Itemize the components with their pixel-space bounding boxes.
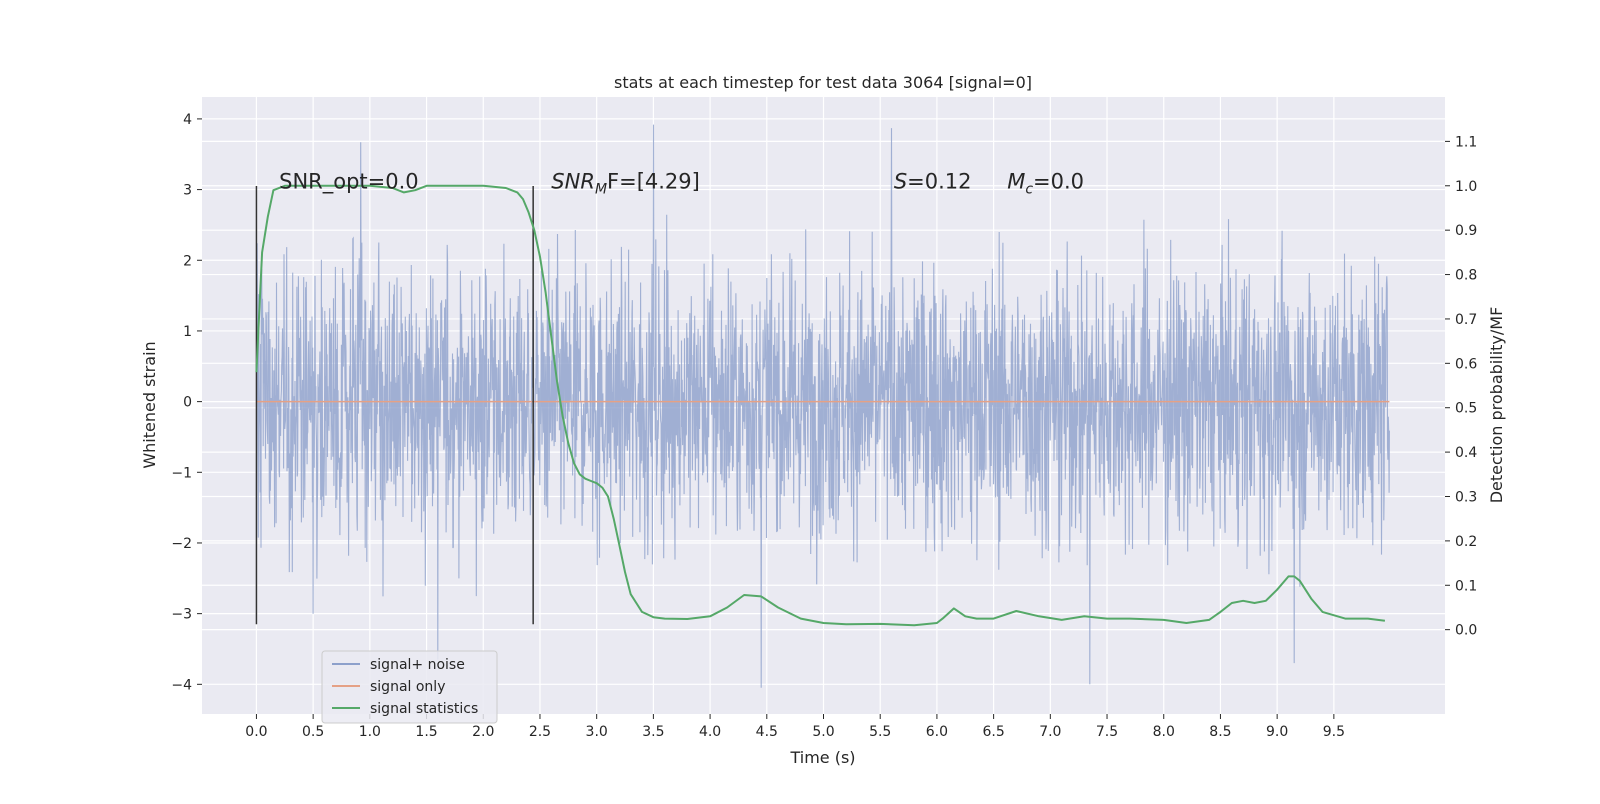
- x-tick-label-2: 1.0: [359, 724, 381, 740]
- y-tick-label-4: 0: [183, 395, 192, 411]
- x-tick-label-15: 7.5: [1096, 724, 1118, 740]
- x-tick-label-8: 4.0: [699, 724, 721, 740]
- series-signal-statistics: [255, 184, 1386, 627]
- x-tick-label-16: 8.0: [1153, 724, 1175, 740]
- legend-label-signal-noise: signal+ noise: [370, 657, 465, 673]
- y-right-tick-label-5: 0.6: [1455, 356, 1477, 372]
- y-right-tick-label-1: 1.0: [1455, 179, 1477, 195]
- x-tick-label-9: 4.5: [756, 724, 778, 740]
- y-right-tick-label-8: 0.3: [1455, 489, 1477, 505]
- x-tick-label-17: 8.5: [1209, 724, 1231, 740]
- y-right-tick-label-9: 0.2: [1455, 534, 1477, 550]
- y-right-tick-label-0: 1.1: [1455, 134, 1477, 150]
- x-tick-label-19: 9.5: [1323, 724, 1345, 740]
- y-tick-label-1: 3: [183, 183, 192, 199]
- x-tick-label-11: 5.5: [869, 724, 891, 740]
- y-tick-label-5: −1: [171, 465, 192, 481]
- x-tick-label-3: 1.5: [415, 724, 437, 740]
- y-right-axis-label: Detection probability/MF: [1487, 307, 1506, 504]
- y-right-tick-label-3: 0.8: [1455, 268, 1477, 284]
- legend-label-signal-statistics: signal statistics: [370, 701, 478, 717]
- y-tick-label-2: 2: [183, 253, 192, 269]
- y-right-tick-label-6: 0.5: [1455, 401, 1477, 417]
- series-signal-noise: [255, 124, 1390, 688]
- signal-statistics-line: [255, 184, 1386, 627]
- x-tick-label-13: 6.5: [982, 724, 1004, 740]
- annotation-1: SNRMF=[4.29]: [551, 170, 700, 198]
- y-right-axis-ticks: 1.1 1.0 0.9 0.8 0.7 0.6 0.5 0.4 0.3 0.2 0.1 0.0: [1445, 134, 1477, 639]
- annotation-2: S=0.12: [894, 170, 972, 194]
- annotation-0: SNR_opt=0.0: [279, 170, 419, 195]
- annotation-3: Mc=0.0: [1007, 170, 1084, 198]
- y-tick-label-8: −4: [171, 677, 192, 693]
- legend: signal+ noise signal only signal statist…: [321, 650, 498, 724]
- marker-lines: [255, 186, 534, 625]
- y-right-tick-label-11: 0.0: [1455, 623, 1477, 639]
- legend-label-signal-only: signal only: [370, 679, 445, 695]
- y-axis-ticks: 4 3 2 1 0 −1 −2 −3 −4: [171, 112, 202, 693]
- y-right-tick-label-4: 0.7: [1455, 312, 1477, 328]
- x-tick-label-12: 6.0: [926, 724, 948, 740]
- x-tick-label-5: 2.5: [529, 724, 551, 740]
- y-axis-label: Whitened strain: [140, 341, 159, 468]
- y-right-tick-label-7: 0.4: [1455, 445, 1477, 461]
- y-tick-label-3: 1: [183, 324, 192, 340]
- x-axis-ticks: 0.0 0.5 1.0 1.5 2.0 2.5 3.0 3.5 4.0 4.5 5.0 5.5 6.0 6…: [245, 714, 1345, 740]
- x-tick-label-7: 3.5: [642, 724, 664, 740]
- annotations: SNR_opt=0.0 SNRMF=[4.29] S=0.12 Mc=0.0: [279, 170, 1084, 198]
- y-tick-label-6: −2: [171, 536, 192, 552]
- legend-box: [321, 650, 498, 724]
- signal-noise-line: [255, 124, 1390, 688]
- x-tick-label-4: 2.0: [472, 724, 494, 740]
- x-axis-label: Time (s): [789, 748, 855, 767]
- x-tick-label-14: 7.0: [1039, 724, 1061, 740]
- y-right-tick-label-10: 0.1: [1455, 578, 1477, 594]
- y-tick-label-0: 4: [183, 112, 192, 128]
- chart-title: stats at each timestep for test data 306…: [614, 73, 1032, 92]
- x-tick-label-1: 0.5: [302, 724, 324, 740]
- y-tick-label-7: −3: [171, 607, 192, 623]
- x-tick-label-6: 3.0: [586, 724, 608, 740]
- x-tick-label-0: 0.0: [245, 724, 267, 740]
- x-tick-label-10: 5.0: [812, 724, 834, 740]
- y-right-tick-label-2: 0.9: [1455, 223, 1477, 239]
- x-tick-label-18: 9.0: [1266, 724, 1288, 740]
